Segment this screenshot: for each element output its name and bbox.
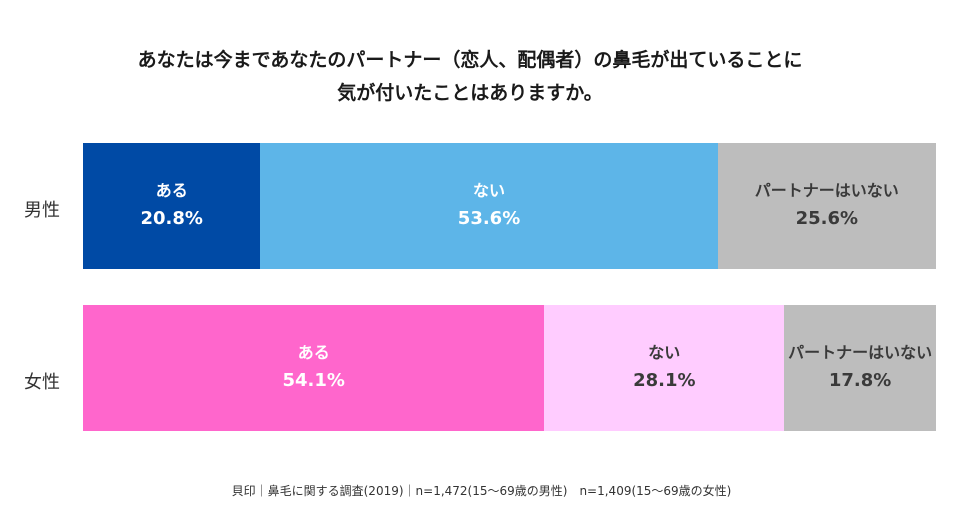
segment-value: 17.8% — [828, 370, 892, 391]
row-label-female: 女性 — [24, 372, 60, 393]
bar-segment-male-3: パートナーはいない 25.6% — [717, 143, 936, 269]
bar-segment-female-3: パートナーはいない 17.8% — [784, 305, 936, 431]
source-footer: 貝印｜鼻毛に関する調査(2019)｜n=1,472(15～69歳の男性) n=1… — [231, 484, 732, 498]
row-label-male: 男性 — [24, 200, 60, 221]
stacked-bar-female: ある 54.1% ない 28.1% パートナーはいない 17.8% — [83, 305, 936, 431]
chart-title: あなたは今まであなたのパートナー（恋人、配偶者）の鼻毛が出ていることに 気が付い… — [0, 44, 940, 110]
segment-label: パートナーはいない — [788, 343, 933, 362]
segment-value: 25.6% — [795, 208, 859, 229]
segment-value: 54.1% — [282, 370, 345, 391]
stacked-bar-male: ある 20.8% ない 53.6% パートナーはいない 25.6% — [83, 143, 936, 269]
segment-value: 28.1% — [633, 370, 696, 391]
bar-segment-female-1: ある 54.1% — [83, 305, 545, 431]
segment-value: 20.8% — [140, 208, 203, 229]
segment-value: 53.6% — [457, 208, 521, 229]
segment-label: ない — [648, 343, 681, 362]
segment-label: ない — [473, 181, 506, 200]
bar-segment-female-2: ない 28.1% — [544, 305, 785, 431]
bar-segment-male-2: ない 53.6% — [260, 143, 718, 269]
segment-label: パートナーはいない — [754, 181, 899, 200]
segment-label: ある — [297, 343, 330, 362]
bar-segment-male-1: ある 20.8% — [83, 143, 261, 269]
chart-title-line-2: 気が付いたことはありますか。 — [337, 82, 603, 104]
segment-label: ある — [155, 181, 188, 200]
chart-title-line-1: あなたは今まであなたのパートナー（恋人、配偶者）の鼻毛が出ていることに — [137, 49, 803, 71]
